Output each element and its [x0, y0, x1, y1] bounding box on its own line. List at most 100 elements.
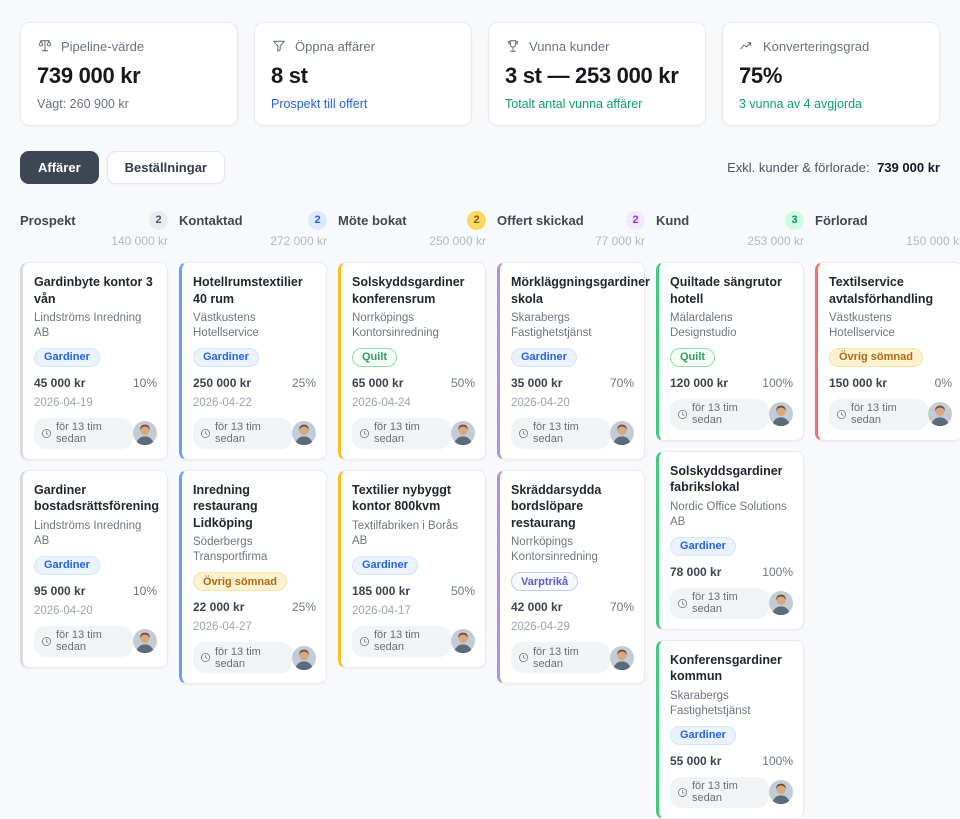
pipeline-board[interactable]: Prospekt 2 140 000 kr Gardinbyte kontor …: [0, 210, 960, 819]
stat-sub-vunna-kunder: Totalt antal vunna affärer: [505, 97, 643, 111]
deal-date: 2026-04-24: [352, 396, 411, 409]
deal-probability: 70%: [609, 600, 634, 615]
deal-tag: Quilt: [670, 347, 716, 367]
owner-avatar: [451, 629, 475, 654]
funnel-icon: [271, 38, 287, 54]
deal-amount: 65 000 kr: [352, 375, 404, 390]
deal-card-solskyddsgardiner-konferensrum[interactable]: Solskyddsgardiner konferensrum Norrköpin…: [338, 262, 486, 460]
deal-company: Skarabergs Fastighetstjänst: [670, 689, 751, 717]
column-cards: Hotellrumstextilier 40 rum Västkustens H…: [179, 262, 327, 685]
owner-avatar: [769, 591, 793, 616]
tab-bestallningar[interactable]: Beställningar: [106, 151, 225, 184]
excluded-summary: Exkl. kunder & förlorade: 739 000 kr: [727, 160, 940, 175]
deal-card-textilservice-avtalsforhandling[interactable]: Textilservice avtalsförhandling Västkust…: [815, 262, 960, 441]
column-mote-bokat: Möte bokat 2 250 000 kr Solskyddsgardine…: [338, 210, 486, 819]
owner-avatar: [133, 629, 157, 654]
owner-avatar: [769, 402, 793, 427]
deal-card-solskyddsgardiner-fabrikslokal[interactable]: Solskyddsgardiner fabrikslokal Nordic Of…: [656, 450, 804, 630]
column-total: 150 000 kr: [906, 234, 960, 248]
deal-card-konferensgardiner-kommun[interactable]: Konferensgardiner kommun Skarabergs Fast…: [656, 639, 804, 819]
deal-title: Textilier nybyggt kontor 800kvm: [352, 482, 452, 514]
deal-tag: Gardiner: [34, 555, 100, 575]
deal-updated-text: för 13 tim sedan: [533, 645, 579, 670]
excluded-summary-label: Exkl. kunder & förlorade:: [727, 160, 870, 175]
deal-company: Västkustens Hotellservice: [193, 312, 259, 339]
deal-probability: 25%: [291, 375, 316, 390]
clock-icon: [359, 636, 370, 647]
stat-value: 8 st: [271, 63, 308, 88]
stat-sub-oppna-affarer[interactable]: Prospekt till offert: [271, 97, 368, 111]
column-forlorad: Förlorad 150 000 kr Textilservice avtals…: [815, 210, 960, 819]
clock-icon: [677, 787, 688, 798]
column-prospekt: Prospekt 2 140 000 kr Gardinbyte kontor …: [20, 210, 168, 819]
deal-title: Gardinbyte kontor 3 vån: [34, 275, 153, 306]
deal-updated-text: för 13 tim sedan: [692, 402, 738, 427]
column-total: 272 000 kr: [270, 234, 327, 248]
deal-card-gardinbyte-kontor-3-van[interactable]: Gardinbyte kontor 3 vån Lindströms Inred…: [20, 262, 168, 460]
deal-amount: 22 000 kr: [193, 600, 245, 615]
column-cards: Solskyddsgardiner konferensrum Norrköpin…: [338, 262, 486, 668]
deal-amount: 42 000 kr: [511, 600, 563, 615]
clock-icon: [518, 652, 529, 663]
deal-date: 2026-04-20: [511, 396, 570, 409]
stat-card-oppna-affarer: Öppna affärer 8 st Prospekt till offert: [254, 22, 472, 126]
stat-card-konverteringsgrad: Konverteringsgrad 75% 3 vunna av 4 avgjo…: [722, 22, 940, 126]
deal-title: Konferensgardiner kommun: [670, 652, 782, 684]
deal-card-quiltade-sangrutor-hotell[interactable]: Quiltade sängrutor hotell Mälardalens De…: [656, 262, 804, 441]
deal-updated-badge: för 13 tim sedan: [193, 642, 292, 674]
deal-probability: 50%: [450, 583, 475, 598]
clock-icon: [41, 636, 52, 647]
deal-updated-text: för 13 tim sedan: [692, 591, 738, 616]
column-title: Kontaktad: [179, 212, 243, 228]
deal-probability: 100%: [762, 564, 793, 579]
column-cards: Quiltade sängrutor hotell Mälardalens De…: [656, 262, 804, 819]
column-offert-skickad: Offert skickad 2 77 000 kr Mörkläggnings…: [497, 210, 650, 819]
column-title: Möte bokat: [338, 212, 407, 228]
deal-tag: Varptrikå: [511, 572, 579, 592]
deal-card-hotellrumstextilier-40-rum[interactable]: Hotellrumstextilier 40 rum Västkustens H…: [179, 262, 327, 460]
deal-tag: Quilt: [352, 347, 398, 367]
column-count-badge: 2: [467, 210, 486, 230]
deal-card-textilier-nybyggt-kontor-800kvm[interactable]: Textilier nybyggt kontor 800kvm Textilfa…: [338, 469, 486, 668]
deal-card-gardiner-bostadsrattsforening[interactable]: Gardiner bostadsrättsförening Lindströms…: [20, 469, 168, 668]
deal-updated-badge: för 13 tim sedan: [829, 398, 928, 430]
deal-tag: Gardiner: [352, 555, 418, 575]
deal-updated-text: för 13 tim sedan: [374, 629, 420, 654]
deal-title: Gardiner bostadsrättsförening: [34, 482, 160, 514]
deal-card-inredning-restaurang-lidkoping[interactable]: Inredning restaurang Lidköping Söderberg…: [179, 469, 327, 685]
stat-label: Pipeline-värde: [61, 38, 145, 54]
deal-tag: Övrig sömnad: [193, 572, 287, 592]
deal-updated-badge: för 13 tim sedan: [511, 642, 610, 674]
column-total: 77 000 kr: [594, 234, 645, 248]
deal-probability: 10%: [132, 583, 157, 598]
stat-label: Vunna kunder: [529, 38, 610, 54]
deal-title: Inredning restaurang Lidköping: [193, 482, 258, 530]
deal-updated-badge: för 13 tim sedan: [34, 417, 133, 449]
column-cards: Textilservice avtalsförhandling Västkust…: [815, 262, 960, 441]
deal-amount: 120 000 kr: [670, 375, 729, 390]
deal-updated-text: för 13 tim sedan: [692, 780, 738, 805]
scale-icon: [37, 38, 53, 54]
stat-sub-pipeline-varde: Vägt: 260 900 kr: [37, 97, 129, 111]
deal-card-morklaggningsgardiner-skola[interactable]: Mörkläggningsgardiner skola Skarabergs F…: [497, 262, 650, 460]
deal-updated-text: för 13 tim sedan: [374, 421, 420, 446]
stat-sub-konverteringsgrad: 3 vunna av 4 avgjorda: [739, 97, 863, 111]
owner-avatar: [769, 780, 793, 805]
column-title: Prospekt: [20, 212, 76, 228]
column-count-badge: 2: [308, 210, 327, 230]
clock-icon: [200, 652, 211, 663]
deal-updated-badge: för 13 tim sedan: [670, 776, 769, 808]
deal-probability: 70%: [609, 375, 634, 390]
deal-company: Lindströms Inredning AB: [34, 519, 142, 547]
deal-card-skraddarsydda-bordslopare-restaurang[interactable]: Skräddarsydda bordslöpare restaurang Nor…: [497, 469, 645, 685]
deal-updated-badge: för 13 tim sedan: [352, 417, 451, 449]
stat-value: 75%: [739, 63, 783, 88]
tabs-row: Affärer Beställningar Exkl. kunder & för…: [0, 151, 960, 184]
clock-icon: [518, 428, 529, 439]
tab-affarer[interactable]: Affärer: [20, 151, 99, 184]
deal-probability: 100%: [762, 375, 793, 390]
column-kontaktad: Kontaktad 2 272 000 kr Hotellrumstextili…: [179, 210, 327, 819]
stat-value: 739 000 kr: [37, 63, 141, 88]
column-title: Kund: [656, 212, 690, 228]
clock-icon: [677, 598, 688, 609]
